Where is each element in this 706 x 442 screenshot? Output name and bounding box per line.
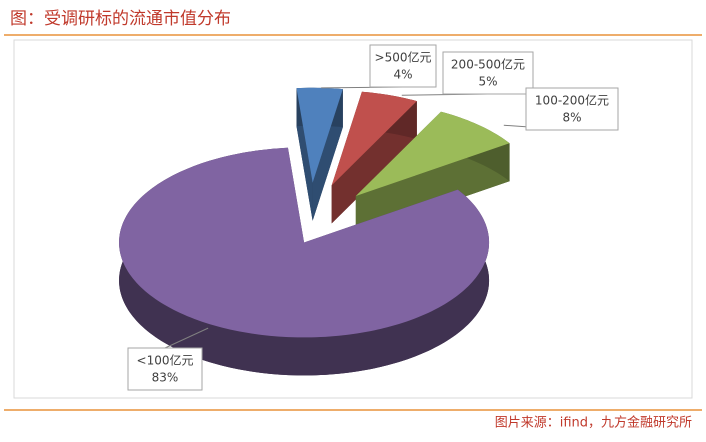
label-box [442, 51, 534, 95]
label-box [127, 347, 203, 391]
category-label: <100亿元 [137, 353, 194, 368]
label-box [369, 44, 437, 88]
category-label: 200-500亿元 [451, 57, 525, 72]
slice-top [355, 111, 510, 197]
slice-top [119, 147, 490, 338]
source: 图片来源：ifind，九方金融研究所 [495, 415, 692, 431]
category-label: 100-200亿元 [535, 93, 609, 108]
value-label: 83% [152, 371, 179, 385]
value-label: 4% [393, 68, 412, 82]
slice [119, 147, 490, 376]
label-box [525, 87, 619, 131]
value-label: 8% [562, 111, 581, 125]
leader-line [164, 327, 209, 349]
slice [296, 87, 343, 221]
value-label: 5% [478, 75, 497, 89]
slice-top [296, 87, 343, 183]
category-label: >500亿元 [375, 50, 432, 65]
slice-side [355, 143, 510, 235]
slice-top [331, 91, 417, 186]
chart-title: 图：受调研标的流通市值分布 [10, 9, 231, 29]
slice [331, 91, 417, 224]
